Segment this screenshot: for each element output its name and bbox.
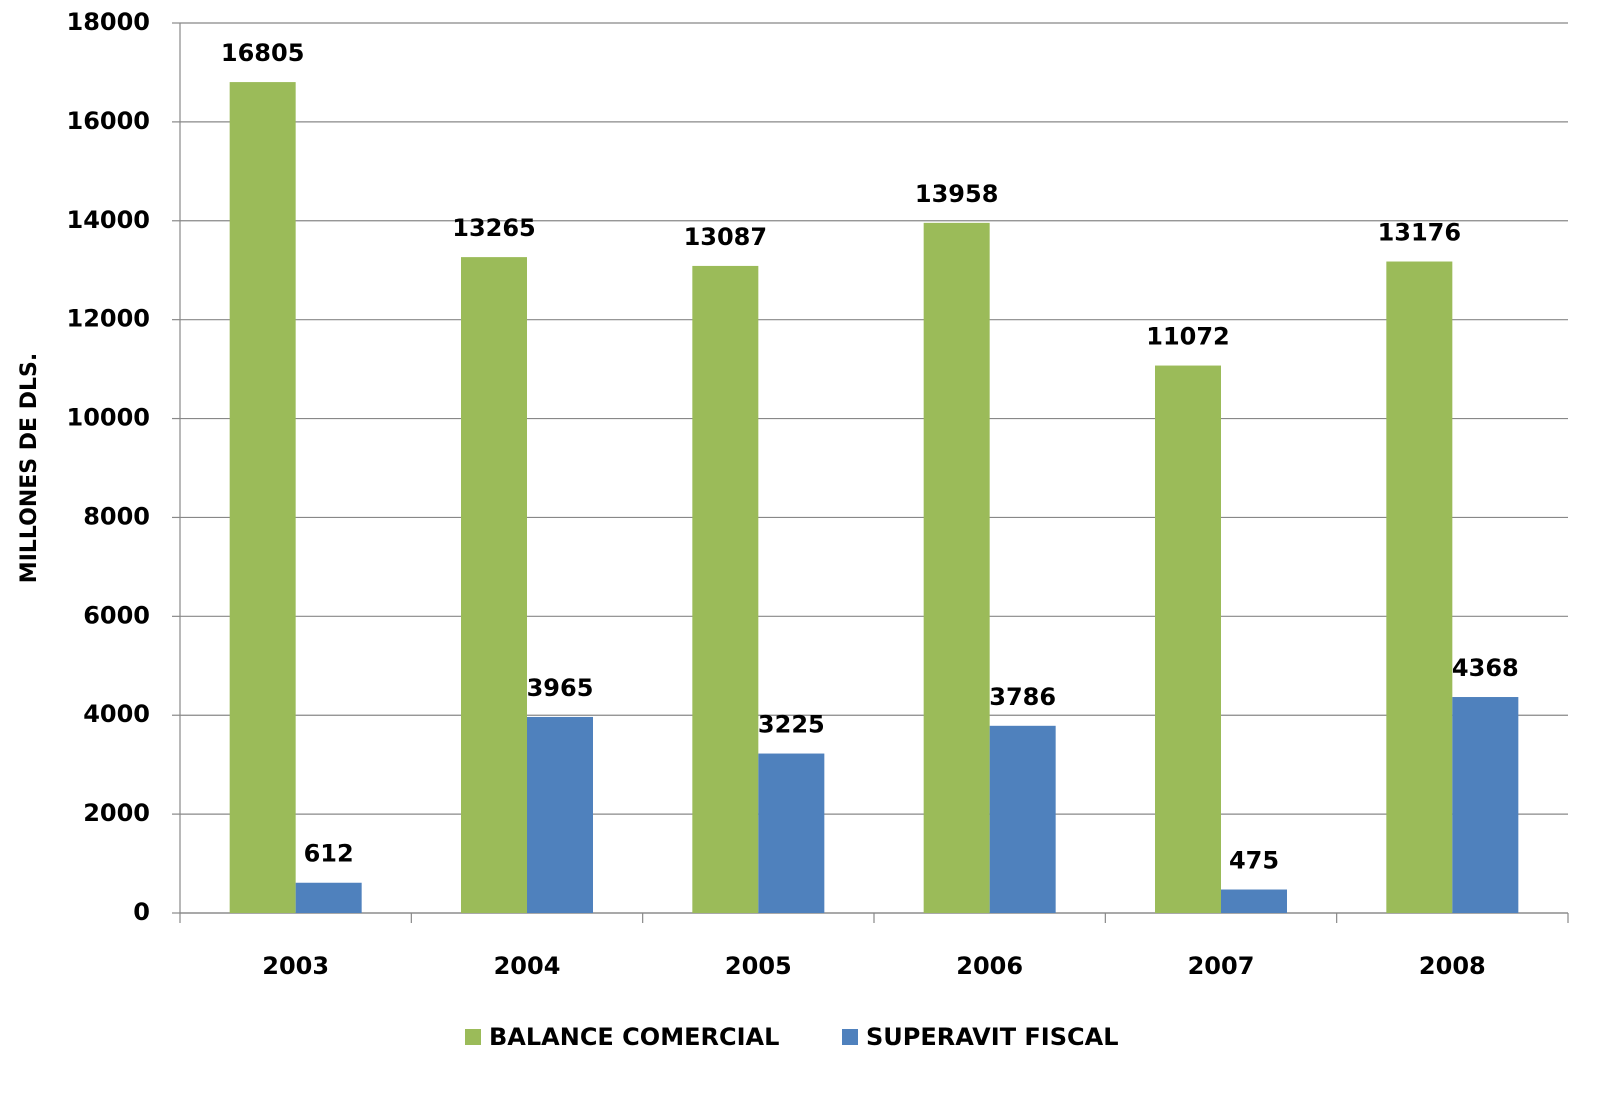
bar — [461, 257, 527, 913]
bar — [758, 753, 825, 913]
data-label: 11072 — [1146, 323, 1230, 351]
y-tick-label: 0 — [133, 898, 150, 926]
bar — [527, 716, 593, 913]
data-label: 4368 — [1452, 654, 1519, 682]
legend-label: SUPERAVIT FISCAL — [866, 1023, 1119, 1051]
bar — [1386, 261, 1453, 913]
data-label: 3225 — [758, 711, 825, 739]
data-label: 475 — [1229, 847, 1279, 875]
data-label: 16805 — [221, 39, 305, 67]
data-label: 612 — [304, 840, 354, 868]
y-tick-label: 12000 — [67, 305, 151, 333]
data-label: 13958 — [915, 180, 999, 208]
data-label: 13176 — [1378, 219, 1462, 247]
x-tick-label: 2008 — [1419, 952, 1486, 980]
x-tick-label: 2007 — [1188, 952, 1255, 980]
x-tick-label: 2006 — [956, 952, 1023, 980]
y-tick-label: 8000 — [83, 502, 150, 530]
y-tick-label: 4000 — [83, 700, 150, 728]
bar — [692, 265, 759, 914]
bar — [1221, 889, 1287, 913]
legend-swatch — [842, 1029, 858, 1045]
data-label: 13087 — [684, 223, 768, 251]
y-tick-label: 10000 — [67, 404, 151, 432]
y-tick-label: 6000 — [83, 601, 150, 629]
data-label: 3965 — [527, 674, 594, 702]
bar — [989, 725, 1056, 913]
legend-label: BALANCE COMERCIAL — [489, 1023, 779, 1051]
x-tick-label: 2004 — [494, 952, 561, 980]
x-tick-label: 2005 — [725, 952, 792, 980]
x-tick-label: 2003 — [262, 952, 329, 980]
bar — [1452, 697, 1519, 913]
y-axis-title: MILLONES DE DLS. — [17, 353, 42, 583]
bar — [295, 882, 362, 913]
data-label: 3786 — [989, 683, 1056, 711]
bar — [229, 82, 296, 913]
y-tick-label: 18000 — [67, 8, 151, 36]
y-tick-label: 2000 — [83, 799, 150, 827]
legend-swatch — [465, 1029, 481, 1045]
y-tick-label: 14000 — [67, 206, 151, 234]
bar — [1155, 365, 1221, 913]
data-label: 13265 — [452, 214, 536, 242]
bar — [923, 222, 990, 914]
y-tick-label: 16000 — [67, 107, 151, 135]
